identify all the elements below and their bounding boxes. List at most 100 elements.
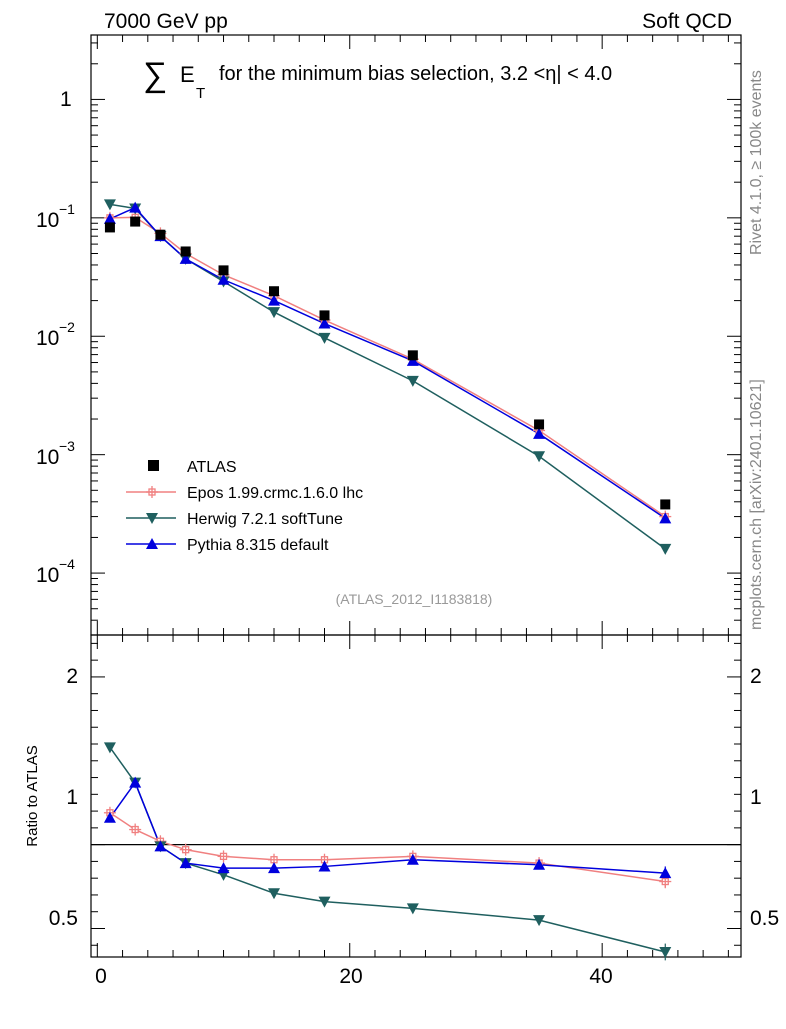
data-point-atlas xyxy=(180,246,191,257)
ratio-point-epos xyxy=(659,875,672,888)
ratio-point-herwig xyxy=(533,915,546,927)
svg-text:−4: −4 xyxy=(59,556,75,572)
ratio-point-pythia xyxy=(154,840,167,852)
ratio-y-tick-labels: 2 1 0.5 2 1 0.5 xyxy=(49,665,779,930)
legend-entry-epos: Epos 1.99.crmc.1.6.0 lhc xyxy=(126,485,363,502)
data-point-atlas xyxy=(218,265,229,276)
main-y-tick-label-4: 10 −4 xyxy=(36,556,75,587)
main-point-herwig xyxy=(268,307,281,319)
ratio-point-epos xyxy=(217,850,230,863)
ratio-y-tick-label-right-1: 1 xyxy=(750,786,762,809)
legend-label-pythia: Pythia 8.315 default xyxy=(187,537,329,554)
main-point-pythia xyxy=(217,273,230,285)
main-point-herwig xyxy=(659,543,672,555)
ratio-line-pythia xyxy=(109,781,666,874)
main-line-epos xyxy=(109,216,666,518)
legend-label-atlas: ATLAS xyxy=(187,459,237,476)
legend-entry-herwig: Herwig 7.2.1 softTune xyxy=(126,511,343,528)
beam-energy-label: 7000 GeV pp xyxy=(104,10,228,33)
title-text: for the minimum bias selection, 3.2 <η| … xyxy=(219,63,612,85)
data-point-atlas xyxy=(130,216,141,227)
svg-text:−3: −3 xyxy=(59,438,75,454)
ratio-y-tick-label-left-0: 2 xyxy=(66,665,78,688)
ratio-point-herwig xyxy=(103,742,116,754)
ratio-y-tick-label-right-0: 2 xyxy=(750,665,762,688)
title-subscript: T xyxy=(196,85,205,102)
main-point-pythia xyxy=(129,201,142,213)
ratio-point-pythia xyxy=(318,860,331,872)
svg-text:10: 10 xyxy=(36,209,59,232)
main-point-pythia xyxy=(406,354,419,366)
svg-text:1: 1 xyxy=(60,88,72,111)
legend-marker-herwig xyxy=(146,513,158,524)
process-label: Soft QCD xyxy=(642,10,732,33)
ratio-y-axis-label: Ratio to ATLAS xyxy=(24,745,41,846)
legend-entry-pythia: Pythia 8.315 default xyxy=(126,537,329,554)
svg-text:10: 10 xyxy=(36,564,59,587)
ratio-point-pythia xyxy=(406,853,419,865)
main-point-pythia xyxy=(103,212,116,224)
main-line-pythia xyxy=(109,206,666,519)
svg-text:10: 10 xyxy=(36,446,59,469)
ratio-point-epos xyxy=(129,823,142,836)
ratio-point-pythia xyxy=(659,867,672,879)
x-tick-label-20: 20 xyxy=(339,965,362,988)
main-point-pythia xyxy=(533,427,546,439)
analysis-id-label: (ATLAS_2012_I1183818) xyxy=(336,591,493,607)
main-point-herwig xyxy=(406,375,419,387)
ratio-point-herwig xyxy=(318,896,331,908)
x-tick-label-0: 0 xyxy=(95,965,107,988)
svg-text:−2: −2 xyxy=(59,319,75,335)
ratio-point-pythia xyxy=(533,858,546,870)
ratio-point-herwig xyxy=(659,946,672,958)
ratio-y-tick-label-right-2: 0.5 xyxy=(750,907,779,930)
ratio-point-pythia xyxy=(179,857,192,869)
data-point-atlas xyxy=(534,419,545,430)
rivet-version-label: Rivet 4.1.0, ≥ 100k events xyxy=(748,70,765,255)
data-point-atlas xyxy=(269,286,280,297)
data-point-atlas xyxy=(660,499,671,510)
svg-text:10: 10 xyxy=(36,327,59,350)
ratio-point-pythia xyxy=(268,862,281,874)
legend-label-epos: Epos 1.99.crmc.1.6.0 lhc xyxy=(187,485,363,502)
main-point-pythia xyxy=(318,317,331,329)
data-marks xyxy=(103,199,672,961)
legend: ATLAS Epos 1.99.crmc.1.6.0 lhc Herwig 7.… xyxy=(126,459,363,554)
mcplots-credit-label: mcplots.cern.ch [arXiv:2401.10621] xyxy=(748,379,765,630)
legend-entry-atlas: ATLAS xyxy=(148,459,237,476)
main-y-tick-label-3: 10 −3 xyxy=(36,438,75,469)
data-point-atlas xyxy=(155,229,166,240)
axis-ticks xyxy=(91,35,741,957)
data-point-atlas xyxy=(319,310,330,321)
main-y-tick-labels: 1 10 −1 10 −2 10 −3 10 −4 xyxy=(36,88,75,587)
ratio-point-herwig xyxy=(406,903,419,915)
plot-title: ∑ E T for the minimum bias selection, 3.… xyxy=(143,56,612,102)
main-point-herwig xyxy=(318,332,331,344)
legend-marker-pythia xyxy=(146,538,158,549)
main-point-pythia xyxy=(179,252,192,264)
legend-marker-atlas xyxy=(148,460,159,471)
data-point-atlas xyxy=(104,222,115,233)
ratio-point-herwig xyxy=(268,888,281,900)
data-point-atlas xyxy=(407,350,418,361)
svg-text:−1: −1 xyxy=(59,201,75,217)
ratio-panel-frame xyxy=(90,634,742,958)
main-point-pythia xyxy=(659,512,672,524)
ratio-point-pythia xyxy=(217,862,230,874)
ratio-line-herwig xyxy=(109,746,666,953)
main-y-tick-label-0: 1 xyxy=(60,88,72,111)
ratio-line-epos xyxy=(109,812,666,883)
ratio-y-tick-label-left-2: 0.5 xyxy=(49,907,78,930)
ratio-point-pythia xyxy=(129,776,142,788)
main-y-tick-label-1: 10 −1 xyxy=(36,201,75,232)
x-tick-label-40: 40 xyxy=(589,965,612,988)
main-point-herwig xyxy=(533,451,546,463)
legend-label-herwig: Herwig 7.2.1 softTune xyxy=(187,511,343,528)
ratio-point-pythia xyxy=(103,811,116,823)
x-tick-labels: 0 20 40 xyxy=(95,965,613,988)
main-y-tick-label-2: 10 −2 xyxy=(36,319,75,350)
ratio-y-tick-label-left-1: 1 xyxy=(66,786,78,809)
title-sum-symbol: ∑ xyxy=(143,56,167,94)
